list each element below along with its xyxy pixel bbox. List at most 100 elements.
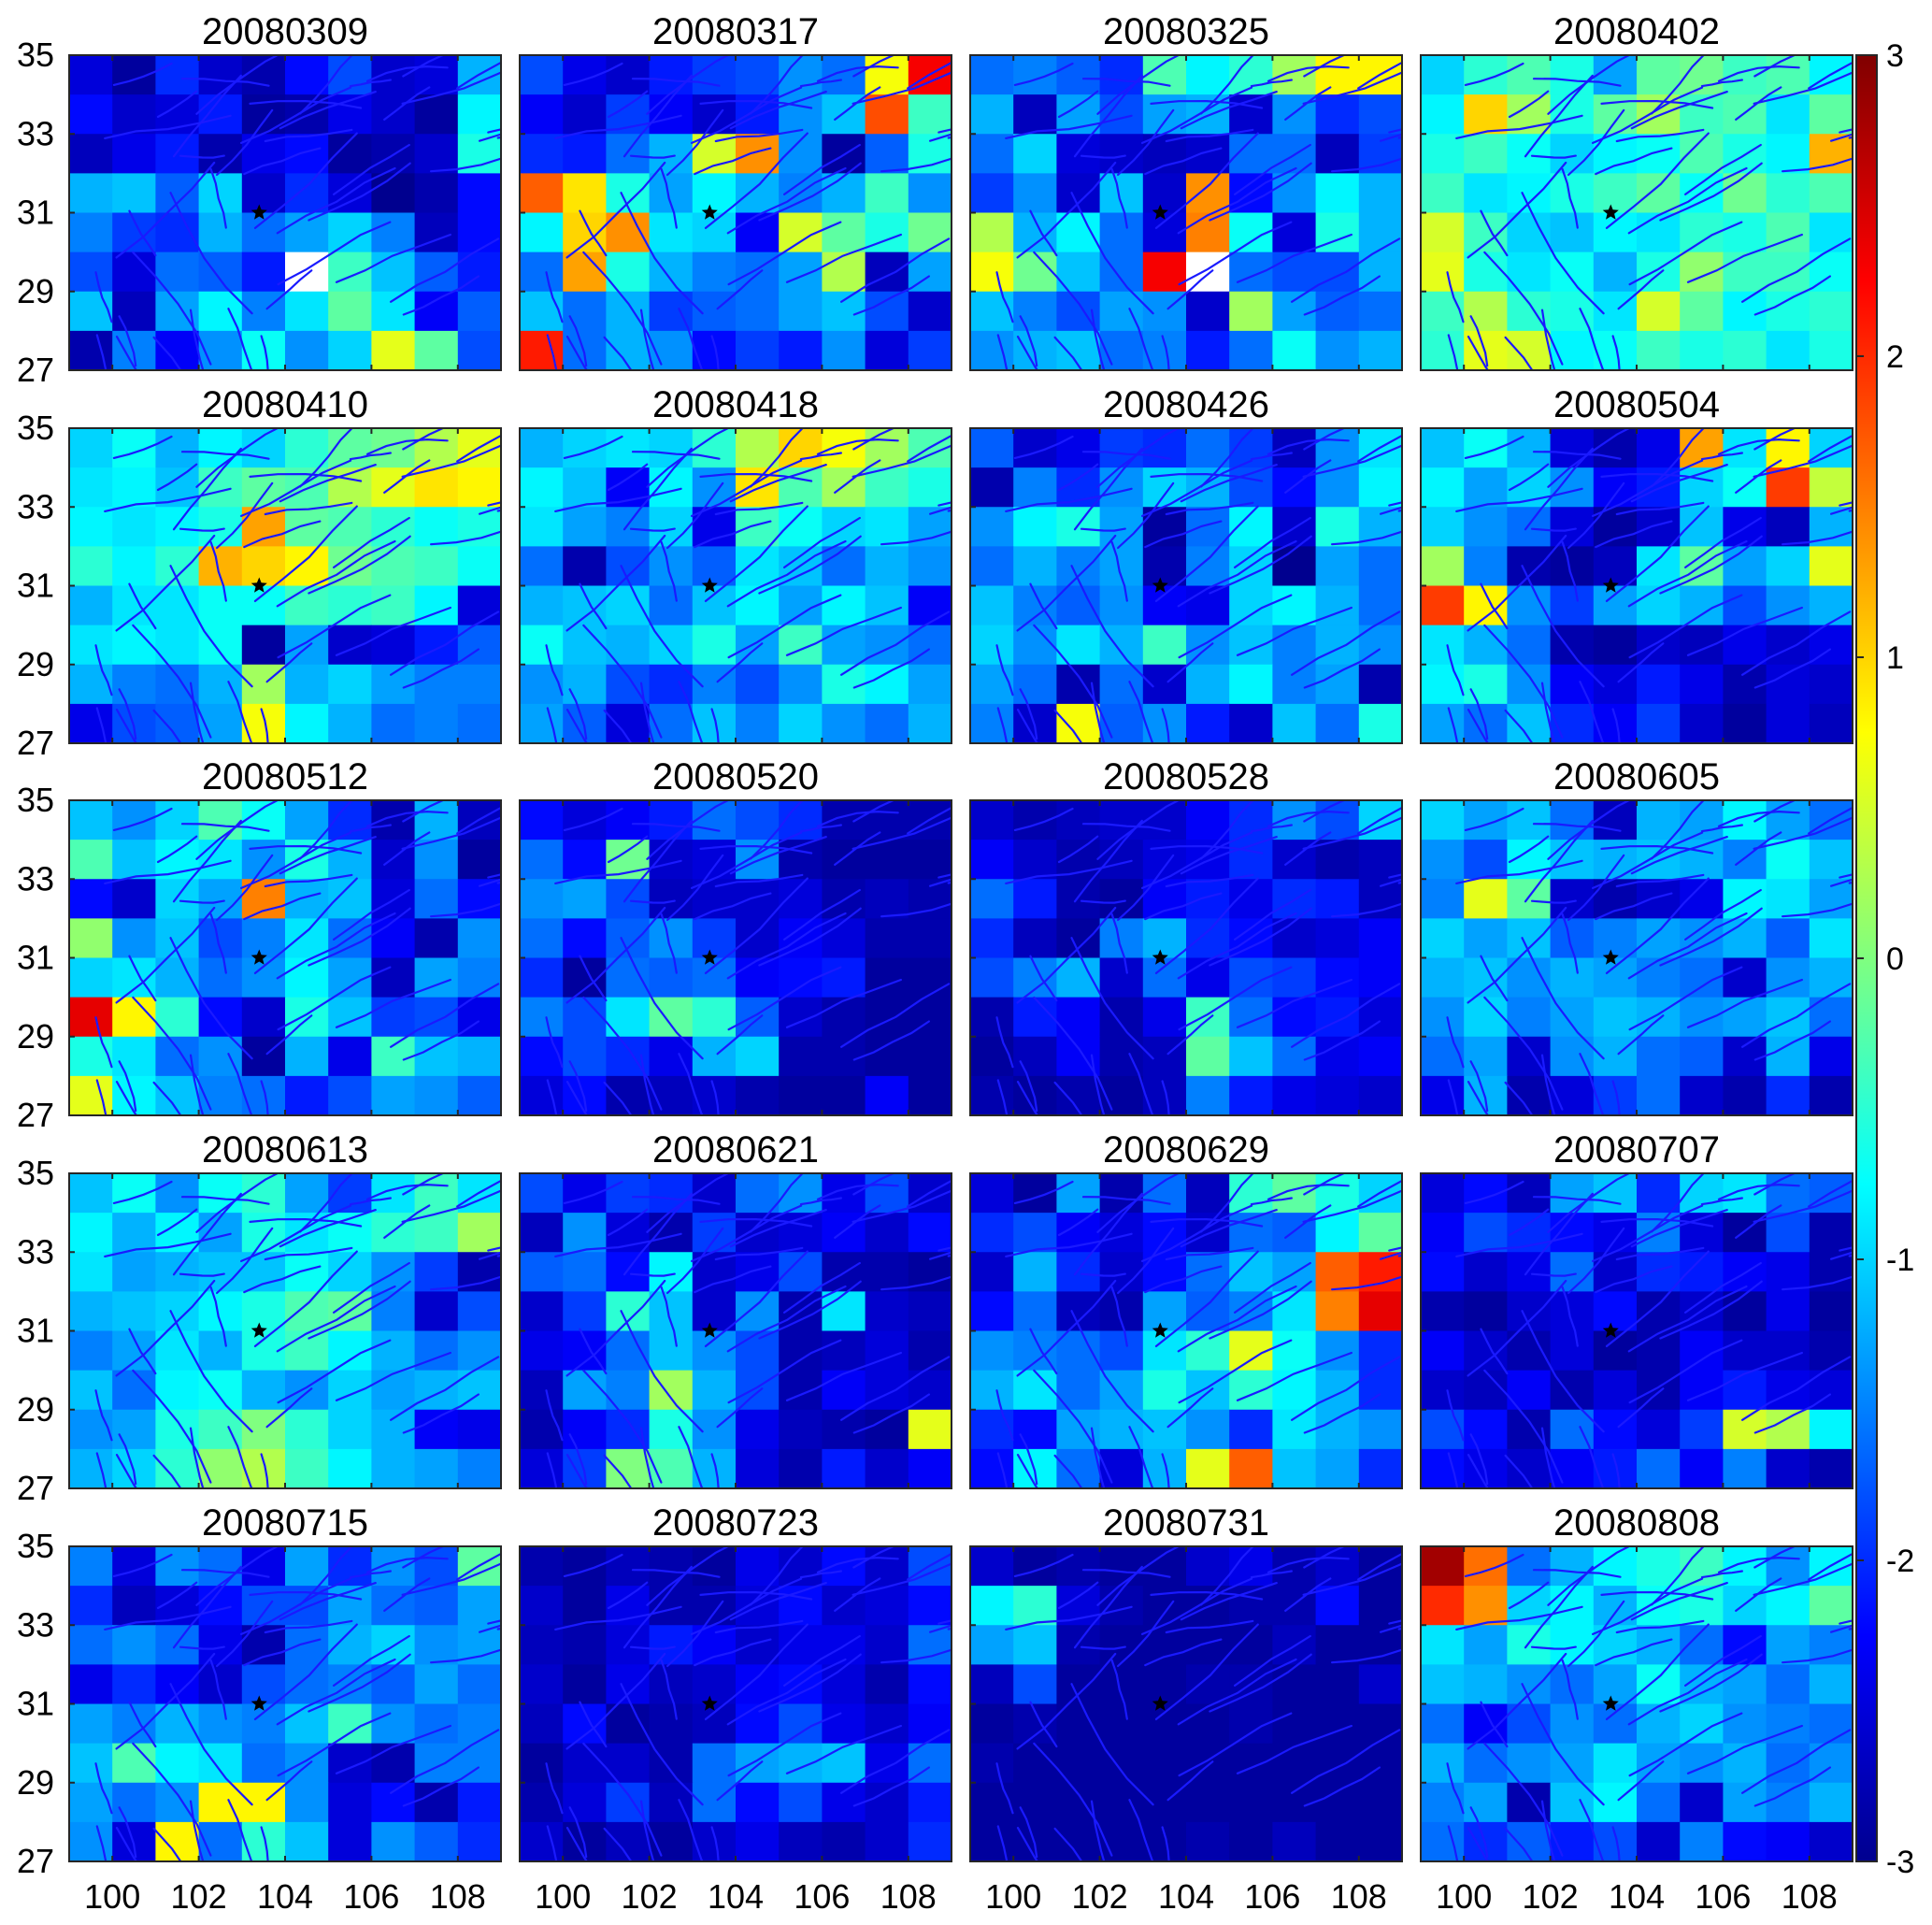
heat-cell (865, 1173, 909, 1214)
heat-cell (865, 664, 909, 705)
heat-cell (1142, 1821, 1187, 1861)
heat-cell (198, 134, 243, 174)
heat-cell (970, 1036, 1014, 1077)
heat-cell (779, 703, 823, 743)
heat-cell (457, 1448, 501, 1488)
heat-cell (241, 1743, 286, 1784)
heat-cell (1358, 1213, 1402, 1253)
panel-20080426: 20080426 (969, 384, 1403, 744)
heat-cell (822, 1036, 866, 1077)
heat-cell (692, 1075, 737, 1115)
heat-cell (1464, 94, 1508, 135)
heat-cell (371, 1448, 416, 1488)
panel-title: 20080613 (202, 1129, 368, 1171)
heat-cell (1186, 291, 1230, 332)
heat-cell (865, 879, 909, 919)
heat-cell (1464, 664, 1508, 705)
heat-cell (1013, 173, 1057, 214)
heat-cell (328, 291, 372, 332)
heat-cell (692, 1664, 737, 1705)
heat-cell (69, 840, 113, 880)
heat-cell (1507, 1330, 1552, 1372)
heat-cell (198, 957, 243, 998)
heat-cell (1013, 1743, 1057, 1784)
heat-cell (1056, 1448, 1101, 1488)
heat-cell (1358, 173, 1402, 214)
heat-cell (112, 1743, 156, 1784)
tick-marks (1421, 54, 1810, 371)
heat-cell (371, 1743, 416, 1784)
heat-cell (692, 428, 737, 468)
heat-cell (908, 94, 952, 135)
heat-cell (371, 1782, 416, 1823)
panel-title: 20080317 (652, 11, 819, 52)
heat-cell (112, 173, 156, 214)
panel-title: 20080309 (202, 11, 368, 52)
heat-cell (606, 1703, 651, 1745)
heat-cell (1229, 251, 1273, 293)
heat-cell (1723, 546, 1767, 587)
heat-cell (414, 957, 459, 998)
heat-cell (1550, 1075, 1595, 1115)
heat-cell (198, 703, 243, 743)
heat-cell (414, 1782, 459, 1823)
heat-cell (371, 1075, 416, 1115)
heat-cell (649, 703, 694, 743)
heat-cell (155, 55, 200, 95)
heat-cell (563, 703, 607, 743)
panel-20080707: 20080707 (1420, 1129, 1853, 1489)
heat-cell (1421, 625, 1465, 666)
heat-cell (1013, 1252, 1057, 1292)
heat-cell (1550, 94, 1595, 135)
tick-marks (520, 427, 909, 744)
heat-cell (1142, 1448, 1187, 1488)
heat-cell (736, 1252, 780, 1292)
x-tick-label: 102 (1523, 1877, 1579, 1916)
heat-cell (241, 625, 286, 666)
heat-cell (285, 1782, 329, 1823)
heat-cell (1186, 134, 1230, 174)
heat-cell (822, 428, 866, 468)
heat-cell (371, 251, 416, 293)
heat-cell (69, 173, 113, 214)
heat-cell (1358, 467, 1402, 508)
heat-cell (970, 800, 1014, 840)
heat-cell (865, 251, 909, 293)
heat-cell (1464, 1664, 1508, 1705)
heat-cell (908, 1821, 952, 1861)
heat-cell (1099, 94, 1144, 135)
heat-cell (970, 1546, 1014, 1587)
heat-cell (371, 703, 416, 743)
heat-cell (520, 879, 564, 919)
heat-cell (908, 1075, 952, 1115)
heat-cell (69, 664, 113, 705)
heat-cell (1550, 428, 1595, 468)
y-tick-label: 29 (17, 1390, 54, 1429)
heat-cell (563, 173, 607, 214)
heat-cell (69, 546, 113, 587)
heat-cell (692, 1370, 737, 1411)
heat-cell (736, 55, 780, 95)
heat-cell (649, 55, 694, 95)
heat-cell (1358, 703, 1402, 743)
heat-cell (1464, 703, 1508, 743)
heat-cell (1099, 1173, 1144, 1214)
heat-cell (112, 1821, 156, 1861)
heat-cell (155, 507, 200, 547)
heat-cell (822, 330, 866, 370)
heat-cell (1013, 1664, 1057, 1705)
heat-cell (69, 251, 113, 293)
heat-cell (970, 55, 1014, 95)
heat-cell (692, 251, 737, 293)
heat-cell (736, 918, 780, 959)
heat-cell (865, 1703, 909, 1745)
heat-cell (649, 507, 694, 547)
heat-cell (1186, 507, 1230, 547)
heat-cell (241, 1173, 286, 1214)
heat-cell (1766, 55, 1810, 95)
heat-cell (908, 291, 952, 332)
heat-cell (1421, 1370, 1465, 1411)
fault-lines (545, 428, 952, 743)
heat-cell (1421, 1213, 1465, 1253)
